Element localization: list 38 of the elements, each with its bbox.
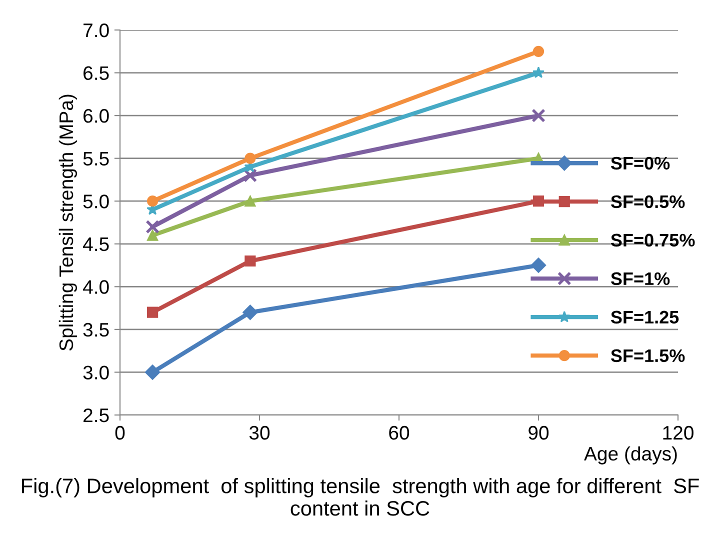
- point: [242, 304, 258, 320]
- x-tick-label: 120: [663, 426, 694, 440]
- point: [532, 66, 544, 78]
- y-tick-label: 3.5: [83, 322, 109, 337]
- point: [532, 108, 546, 122]
- point: [244, 152, 256, 164]
- x-axis-title: Age (days): [584, 446, 677, 464]
- point: [244, 255, 256, 267]
- y-tick-label: 2.5: [84, 408, 109, 422]
- x-tick-label: 0: [115, 426, 125, 440]
- legend-label: SF=1.25: [610, 310, 679, 324]
- legend-label: SF=1.5%: [610, 349, 685, 362]
- y-tick-label: 3.0: [83, 366, 109, 380]
- y-tick-label: 4.5: [83, 238, 109, 252]
- y-tick-label: 4.0: [83, 280, 109, 294]
- legend-label: SF=0%: [610, 156, 670, 170]
- legend-label: SF=1%: [610, 272, 670, 286]
- y-tick-label: 7.0: [84, 23, 109, 38]
- point: [532, 46, 544, 57]
- x-tick-label: 30: [249, 426, 270, 440]
- point: [146, 196, 158, 207]
- point: [144, 364, 160, 380]
- y-tick-label: 6.0: [84, 109, 109, 123]
- legend-label: SF=0.75%: [610, 234, 695, 247]
- x-tick-label: 60: [389, 426, 410, 440]
- point: [243, 168, 258, 182]
- y-tick-label: 5.5: [83, 152, 109, 166]
- y-tick-label: 5.0: [83, 194, 109, 208]
- point: [146, 306, 158, 318]
- legend-label: SF=0.5%: [610, 195, 685, 208]
- y-axis-title: Splitting Tensil strength (MPa): [58, 94, 77, 351]
- point: [530, 258, 546, 273]
- point: [146, 230, 158, 241]
- y-tick-label: 6.5: [84, 66, 109, 80]
- x-tick-label: 90: [528, 426, 549, 440]
- text: Fig.(7) Development of splitting tensile strength with age for different SF content in SCC: [22, 478, 699, 516]
- point: [244, 196, 256, 207]
- point: [146, 220, 160, 234]
